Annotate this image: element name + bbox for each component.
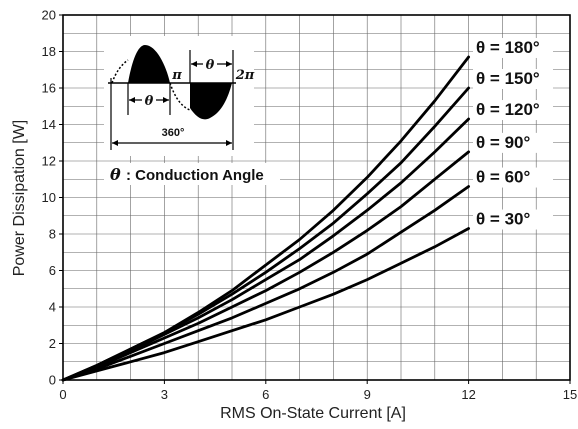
x-tick-label: 3 [161, 387, 168, 402]
inset-arrowhead [163, 97, 169, 103]
conduction-angle-legend: θ : Conduction Angle [104, 163, 280, 185]
inset-background [104, 36, 254, 156]
inset-positive-fill [128, 45, 170, 83]
series-lines [61, 55, 470, 382]
y-tick-label: 0 [49, 373, 56, 388]
series-line [61, 86, 470, 382]
series-label-bg [473, 69, 553, 89]
inset-arrowhead [226, 61, 232, 67]
inset-arrowhead [226, 140, 232, 146]
series-label: θ = 180° [476, 38, 540, 57]
conduction-angle-symbol: θ [110, 165, 121, 184]
y-tick-label: 6 [49, 263, 56, 278]
conduction-angle-inset: θ θ π 2π 360° [104, 36, 255, 156]
series-label: θ = 30° [476, 210, 530, 229]
x-tick-label: 6 [262, 387, 269, 402]
series-labels: θ = 180° θ = 150° θ = 120° θ = 90° θ = 60° θ … [473, 37, 553, 230]
inset-arrowhead [112, 140, 118, 146]
inset-pi-label: π [171, 68, 182, 83]
y-axis-title: Power Dissipation [W] [11, 120, 28, 277]
inset-arrowhead [191, 61, 197, 67]
series-line [61, 117, 470, 382]
series-label: θ = 120° [476, 100, 540, 119]
inset-theta-bottom-bg [142, 93, 156, 107]
inset-theta-top: θ [206, 58, 215, 73]
x-tick-label: 9 [364, 387, 371, 402]
series-label: θ = 60° [476, 168, 530, 187]
inset-negative-fill [190, 83, 232, 120]
y-tick-label: 18 [42, 44, 56, 59]
y-tick-label: 2 [49, 336, 56, 351]
series-label-bg [473, 132, 553, 153]
inset-theta-top-bg [203, 57, 217, 71]
y-tick-label: 16 [42, 81, 56, 96]
series-label: θ = 90° [476, 133, 530, 152]
x-tick-label: 12 [461, 387, 475, 402]
series-label-bg [473, 37, 553, 58]
series-line [61, 150, 470, 382]
conduction-angle-text: : Conduction Angle [126, 167, 264, 184]
series-label-bg [473, 100, 553, 121]
y-tick-label: 10 [42, 190, 56, 205]
x-axis-title: RMS On-State Current [A] [220, 405, 406, 422]
y-tick-label: 20 [42, 8, 56, 23]
series-line [61, 227, 470, 382]
x-tick-label: 0 [59, 387, 66, 402]
inset-arrowhead [129, 97, 135, 103]
inset-theta-bottom: θ [145, 94, 154, 109]
y-tick-label: 4 [49, 300, 56, 315]
axes: 0 3 6 9 12 15 0 2 4 6 8 10 12 14 16 18 20 [42, 8, 578, 403]
y-tick-label: 8 [49, 227, 56, 242]
y-tick-label: 12 [42, 154, 56, 169]
x-tick-label: 15 [563, 387, 577, 402]
y-tick-label: 14 [42, 117, 56, 132]
inset-period-label: 360° [162, 127, 185, 139]
series-line [61, 185, 470, 382]
series-label-bg [473, 167, 553, 188]
conduction-angle-legend-bg [104, 163, 280, 185]
series-label: θ = 150° [476, 69, 540, 88]
inset-two-pi-label: 2π [235, 68, 255, 83]
series-label-bg [473, 209, 553, 230]
